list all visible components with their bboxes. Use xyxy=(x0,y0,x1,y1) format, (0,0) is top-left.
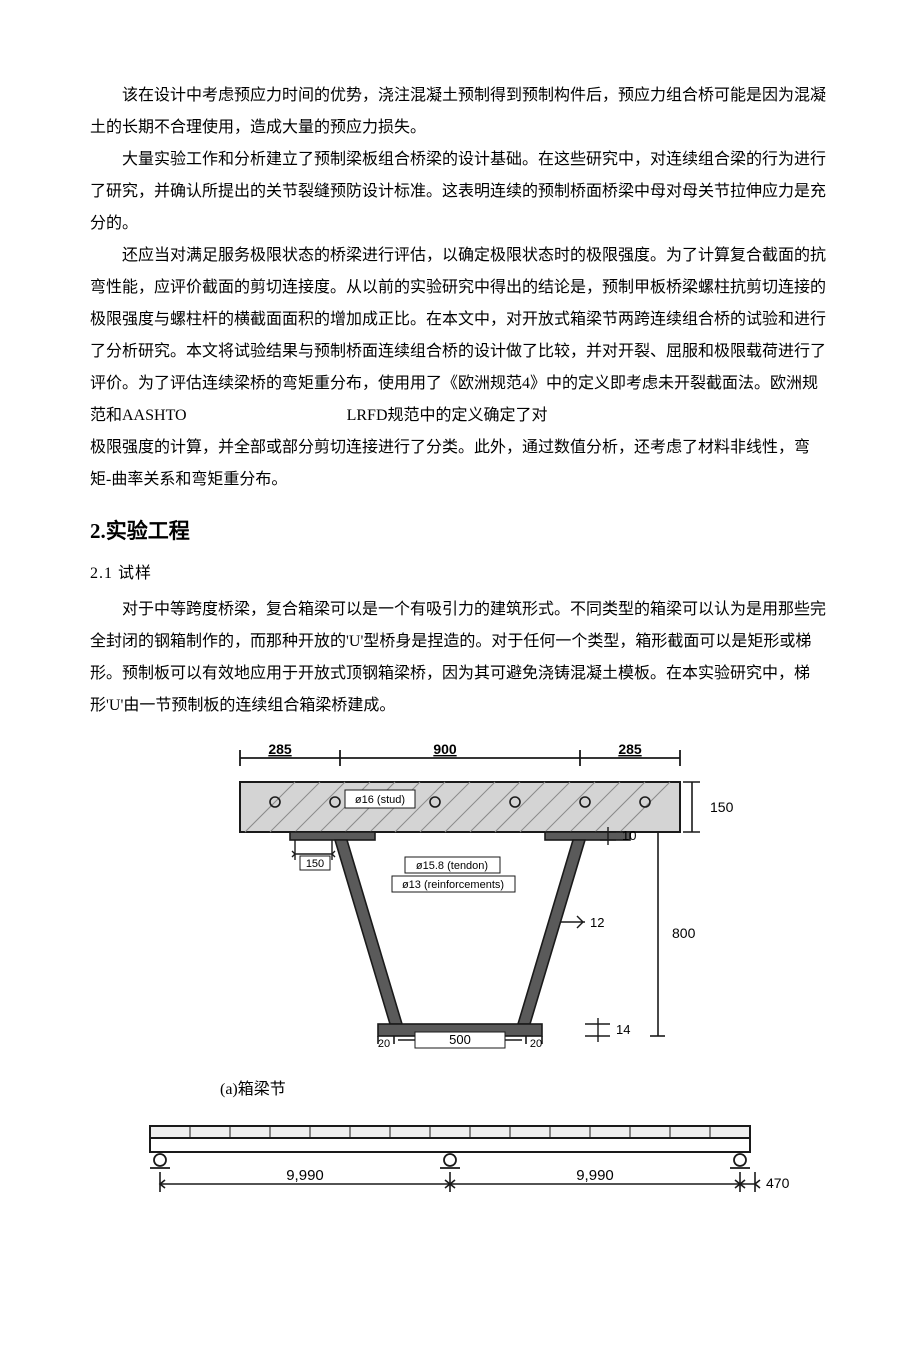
p3-part-a: 还应当对满足服务极限状态的桥梁进行评估，以确定极限状态时的极限强度。为了计算复合… xyxy=(90,247,826,424)
dim-20-left: 20 xyxy=(378,1038,390,1050)
paragraph-1: 该在设计中考虑预应力时间的优势，浇注混凝土预制得到预制构件后，预应力组合桥可能是… xyxy=(90,80,830,144)
paragraph-3: 还应当对满足服务极限状态的桥梁进行评估，以确定极限状态时的极限强度。为了计算复合… xyxy=(90,240,830,496)
dim-inner-150: 150 xyxy=(306,858,324,870)
dim-470: 470 xyxy=(766,1175,790,1191)
dim-bottom-500: 500 xyxy=(449,1032,471,1047)
stud-label: ø16 (stud) xyxy=(355,794,405,806)
dim-height-800: 800 xyxy=(672,925,696,941)
dim-20-right: 20 xyxy=(530,1038,542,1050)
dim-285-right: 285 xyxy=(618,741,642,757)
dim-t-bot: 14 xyxy=(616,1022,630,1037)
dim-span-1: 9,990 xyxy=(286,1167,324,1184)
subsection-heading: 2.1 试样 xyxy=(90,558,830,590)
dim-t-web: 12 xyxy=(590,915,604,930)
tendon-label: ø15.8 (tendon) xyxy=(416,860,488,872)
figure-a-caption: (a)箱梁节 xyxy=(220,1074,830,1106)
p3-part-c: 极限强度的计算，并全部或部分剪切连接进行了分类。此外，通过数值分析，还考虑了材料… xyxy=(90,432,830,496)
dim-285-left: 285 xyxy=(268,741,292,757)
section-heading: 2.实验工程 xyxy=(90,510,830,552)
dim-900: 900 xyxy=(433,741,457,757)
p3-part-b: LRFD规范中的定义确定了对 xyxy=(347,407,548,424)
dim-t-top: 10 xyxy=(622,828,636,843)
dim-slab-150: 150 xyxy=(710,799,734,815)
dim-span-2: 9,990 xyxy=(576,1167,614,1184)
figure-b-elevation: 9,990 9,990 470 xyxy=(90,1116,830,1218)
figure-a-cross-section: 285 900 285 xyxy=(90,732,830,1064)
paragraph-2: 大量实验工作和分析建立了预制梁板组合桥梁的设计基础。在这些研究中，对连续组合梁的… xyxy=(90,144,830,240)
reinforcement-label: ø13 (reinforcements) xyxy=(402,879,504,891)
paragraph-4: 对于中等跨度桥梁，复合箱梁可以是一个有吸引力的建筑形式。不同类型的箱梁可以认为是… xyxy=(90,594,830,722)
